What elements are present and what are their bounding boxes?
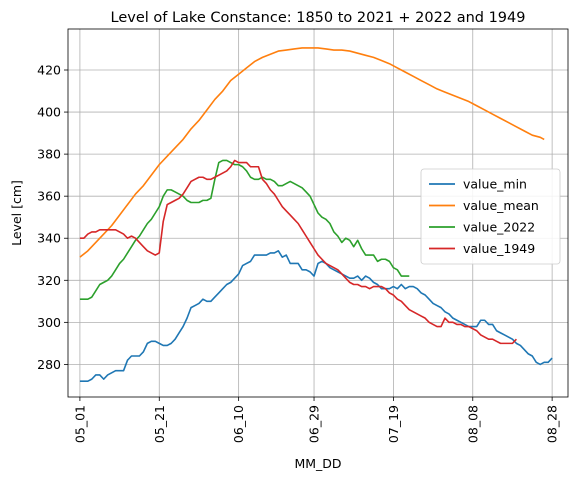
plot-frame (67, 28, 569, 398)
chart-title: Level of Lake Constance: 1850 to 2021 + … (111, 10, 526, 26)
series-lines (79, 47, 553, 383)
x-tick-label: 06_29 (307, 405, 322, 443)
series-line-value-mean (79, 47, 545, 258)
series-line-value-1949 (79, 159, 517, 345)
y-tick-label: 320 (37, 273, 61, 288)
legend-label: value_2022 (463, 220, 535, 235)
series-line-value-2022 (79, 159, 410, 301)
legend: value_min value_mean value_2022 value_1949 (420, 168, 561, 265)
y-tick-label: 400 (37, 105, 61, 120)
x-tick-label: 08_08 (465, 405, 480, 443)
series-line-value-min (79, 250, 553, 383)
x-tick-label: 08_28 (545, 405, 560, 443)
y-axis-ticks: 280 300 320 340 360 380 400 420 (37, 63, 68, 372)
x-tick-label: 05_21 (152, 405, 167, 443)
y-tick-label: 340 (37, 231, 61, 246)
y-axis-title: Level [cm] (9, 180, 24, 246)
y-tick-label: 280 (37, 357, 61, 372)
y-tick-label: 360 (37, 189, 61, 204)
y-tick-label: 380 (37, 147, 61, 162)
legend-label: value_mean (463, 198, 539, 213)
x-tick-label: 06_10 (231, 405, 246, 443)
y-tick-label: 420 (37, 63, 61, 78)
y-tick-label: 300 (37, 315, 61, 330)
legend-label: value_min (463, 177, 527, 192)
x-axis-title: MM_DD (294, 456, 341, 471)
legend-box (420, 168, 561, 265)
x-tick-label: 07_19 (386, 405, 401, 443)
x-axis-ticks: 05_01 05_21 06_10 06_29 07_19 08_08 08_28 (72, 397, 560, 443)
legend-label: value_1949 (463, 241, 535, 256)
x-tick-label: 05_01 (72, 405, 87, 443)
